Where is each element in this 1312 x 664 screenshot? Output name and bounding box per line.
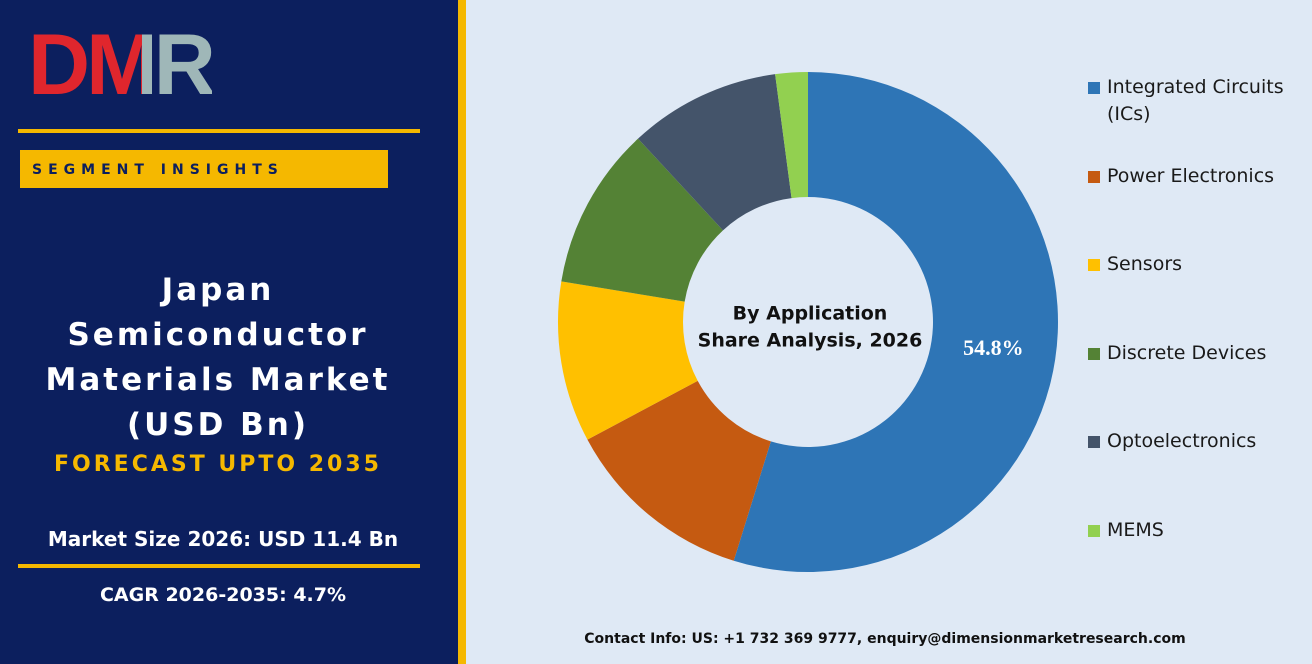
legend-swatch [1088,170,1100,183]
donut-segment [561,138,724,302]
chart-subtitle: Share Analysis, 2026 [698,330,923,352]
donut: 54.8% [557,72,1058,572]
legend-item: MEMS [1088,517,1312,544]
legend-label: Integrated Circuits (ICs) [1107,76,1284,125]
donut-segment [775,72,808,199]
legend-label: Discrete Devices [1107,341,1267,364]
legend-swatch [1088,347,1100,360]
donut-segment [557,281,698,440]
legend-swatch [1088,524,1100,537]
legend-label: Power Electronics [1107,164,1275,187]
legend-label: MEMS [1107,518,1164,541]
forecast: FORECAST UPTO 2035 [54,452,382,477]
legend-item: Integrated Circuits (ICs) [1088,74,1312,128]
legend-swatch [1088,82,1100,94]
headline: Japan [161,272,275,308]
cagr: CAGR 2026-2035: 4.7% [99,584,347,606]
value-label: 54.8% [963,335,1024,360]
legend-label: Sensors [1107,253,1183,275]
donut-segment [638,74,792,231]
contact: Contact Info: US: +1 732 369 9777, enqui… [584,631,1186,647]
chart-title: By Application [733,303,888,325]
headline: Materials Market [45,362,391,398]
headline: (USD Bn) [126,407,310,443]
legend-item: Discrete Devices [1088,340,1312,367]
divider [18,564,420,568]
legend-item: Sensors [1088,251,1312,278]
legend-swatch [1088,436,1100,448]
legend-item: Power Electronics [1088,163,1312,190]
side-panel: DMR SEGMENT INSIGHTS Japan Semiconductor… [0,0,466,664]
market-size: Market Size 2026: USD 11.4 Bn [47,527,399,551]
headline: Semiconductor [67,317,369,353]
divider [18,129,420,133]
logo: DMR [28,17,216,113]
donut-segment [587,380,771,561]
legend-swatch [1088,259,1100,271]
legend-item: Optoelectronics [1088,428,1312,455]
donut-segment [733,72,1058,572]
legend-label: Optoelectronics [1107,430,1257,452]
badge: SEGMENT INSIGHTS [20,150,388,188]
